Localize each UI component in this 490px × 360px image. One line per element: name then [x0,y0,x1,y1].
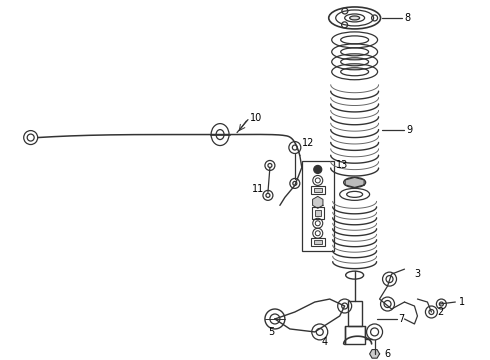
Bar [311,238,325,246]
Text: 3: 3 [415,269,420,279]
Ellipse shape [350,16,360,20]
Text: 6: 6 [385,349,391,359]
Bar [314,240,322,244]
Text: 13: 13 [336,161,348,171]
Text: 1: 1 [459,297,466,307]
Bar [312,207,324,219]
Text: 5: 5 [268,327,274,337]
Bar [311,186,325,194]
Text: 9: 9 [407,125,413,135]
Text: 11: 11 [252,184,264,194]
Text: 2: 2 [438,307,443,317]
Bar [302,162,334,251]
Bar [314,188,322,192]
Bar [344,326,365,344]
Polygon shape [313,196,323,208]
Text: 8: 8 [404,13,411,23]
Text: 7: 7 [398,314,405,324]
Text: 4: 4 [322,337,328,347]
Text: 10: 10 [250,113,262,123]
Polygon shape [369,350,380,358]
Polygon shape [345,177,364,188]
Bar [348,301,362,326]
Text: 12: 12 [302,138,314,148]
Circle shape [314,166,322,174]
Bar [315,210,321,216]
